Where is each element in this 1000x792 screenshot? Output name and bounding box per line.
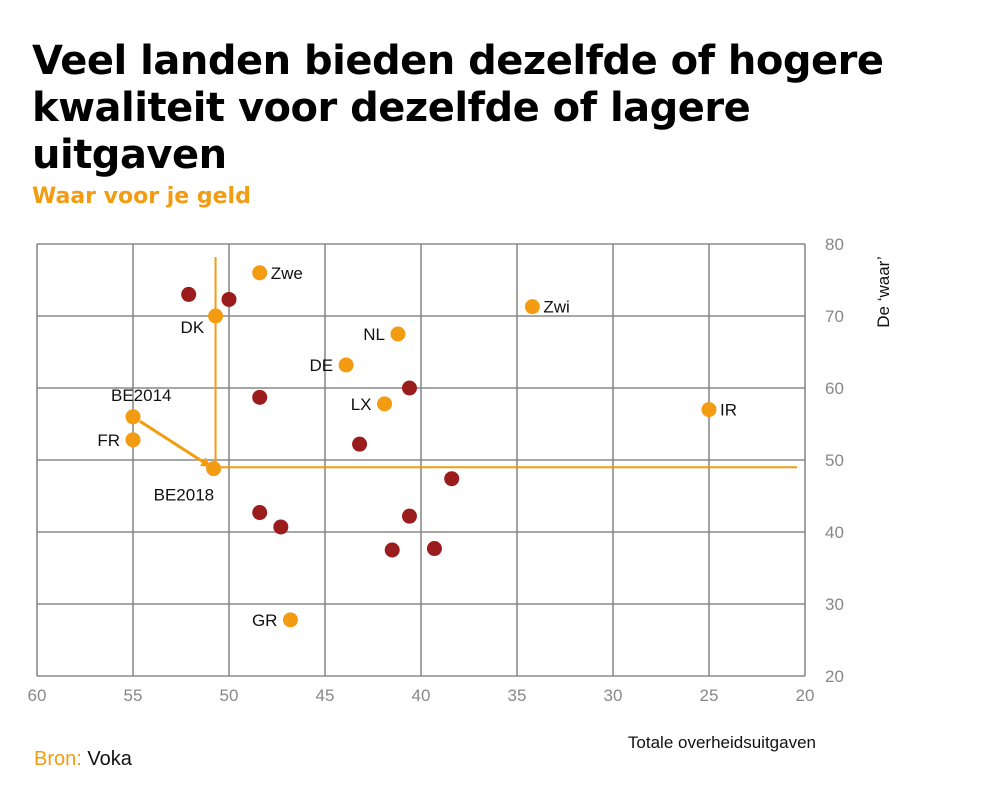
x-tick-label: 40 bbox=[412, 686, 431, 705]
chart-title: Veel landen bieden dezelfde of hogere kw… bbox=[32, 38, 884, 178]
point-label-be2014: BE2014 bbox=[111, 386, 172, 405]
source-note: Bron: Voka bbox=[34, 748, 132, 771]
point-label-nl: NL bbox=[363, 325, 385, 344]
point-label-ir: IR bbox=[720, 401, 737, 420]
y-tick-label: 50 bbox=[825, 451, 844, 470]
data-point-fr bbox=[125, 432, 141, 448]
data-point-be2014 bbox=[125, 409, 141, 425]
data-point-nl bbox=[390, 326, 406, 342]
data-point bbox=[401, 508, 417, 524]
data-point bbox=[181, 286, 197, 302]
y-tick-label: 60 bbox=[825, 379, 844, 398]
point-label-gr: GR bbox=[252, 611, 278, 630]
x-tick-label: 45 bbox=[316, 686, 335, 705]
chart-subtitle: Waar voor je geld bbox=[32, 184, 251, 209]
y-tick-label: 80 bbox=[825, 235, 844, 254]
y-tick-label: 40 bbox=[825, 523, 844, 542]
data-point-lx bbox=[377, 396, 393, 412]
y-tick-label: 70 bbox=[825, 307, 844, 326]
data-point bbox=[384, 542, 400, 558]
x-tick-label: 25 bbox=[700, 686, 719, 705]
x-tick-label: 35 bbox=[508, 686, 527, 705]
source-label: Bron: bbox=[34, 748, 82, 770]
chart-grid bbox=[36, 243, 806, 677]
point-label-zwe: Zwe bbox=[271, 264, 303, 283]
data-point-zwi bbox=[524, 299, 540, 315]
point-label-fr: FR bbox=[97, 431, 120, 450]
trend-arrow-line bbox=[138, 419, 212, 468]
data-point-ir bbox=[701, 402, 717, 418]
y-tick-label: 30 bbox=[825, 595, 844, 614]
data-point bbox=[426, 541, 442, 557]
data-point bbox=[401, 380, 417, 396]
data-point-gr bbox=[282, 612, 298, 628]
data-point-de bbox=[338, 357, 354, 373]
axis-ticks: 60 55 50 45 40 35 30 25 20 80 70 60 50 40 30 20 bbox=[28, 235, 844, 705]
reference-lines bbox=[214, 257, 797, 469]
point-label-zwi: Zwi bbox=[543, 298, 569, 317]
x-tick-label: 55 bbox=[124, 686, 143, 705]
data-point-zwe bbox=[252, 265, 268, 281]
x-tick-label: 60 bbox=[28, 686, 47, 705]
trend-arrow bbox=[138, 419, 212, 468]
x-tick-label: 50 bbox=[220, 686, 239, 705]
data-points: Zwe DK Zwi NL DE LX IR BE2014 FR BE2018 GR bbox=[97, 264, 737, 630]
point-label-dk: DK bbox=[181, 318, 205, 337]
data-point-be2018 bbox=[206, 461, 222, 477]
data-point bbox=[273, 519, 289, 535]
data-point bbox=[221, 291, 237, 307]
data-point bbox=[252, 389, 268, 405]
source-value: Voka bbox=[87, 748, 132, 770]
x-axis-label: Totale overheidsuitgaven bbox=[628, 733, 816, 752]
data-point-dk bbox=[208, 308, 224, 324]
x-tick-label: 30 bbox=[604, 686, 623, 705]
data-point bbox=[252, 505, 268, 521]
point-label-lx: LX bbox=[351, 395, 372, 414]
data-point bbox=[352, 436, 368, 452]
x-tick-label: 20 bbox=[796, 686, 815, 705]
y-tick-label: 20 bbox=[825, 667, 844, 686]
data-point bbox=[444, 471, 460, 487]
y-axis-label: De ‘waar’ bbox=[874, 256, 893, 328]
point-label-be2018: BE2018 bbox=[154, 486, 215, 505]
point-label-de: DE bbox=[309, 356, 333, 375]
